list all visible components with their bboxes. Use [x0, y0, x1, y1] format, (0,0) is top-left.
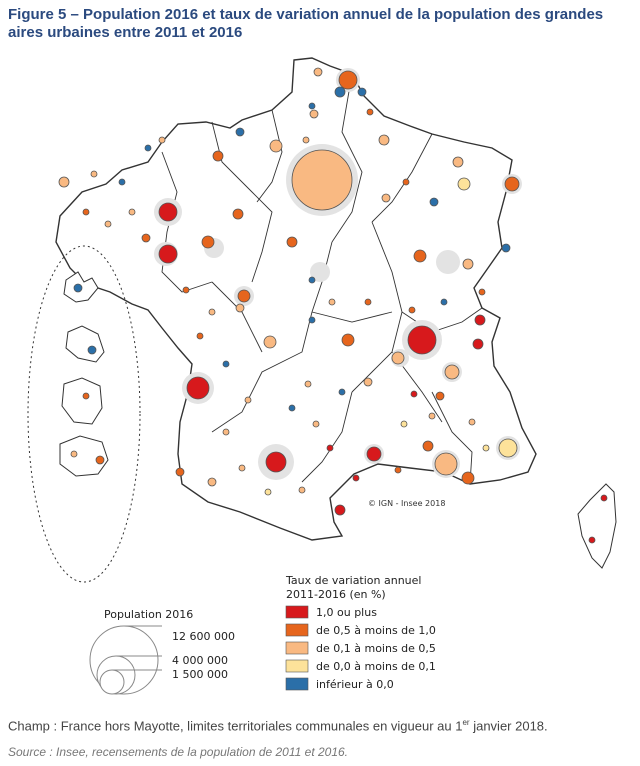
footer-source: Source : Insee, recensements de la popul…	[8, 745, 349, 759]
marker-saint-etienne	[391, 351, 405, 365]
rate-legend-label-3: de 0,1 à moins de 0,5	[316, 642, 436, 655]
rate-legend-swatch-2	[285, 623, 309, 637]
rate-legend-label-2: de 0,5 à moins de 1,0	[316, 624, 436, 637]
rate-legend-swatch-3	[285, 641, 309, 655]
population-legend-value-3: 1 500 000	[172, 668, 228, 681]
france-mainland-outline	[55, 57, 537, 541]
footer-champ: Champ : France hors Mayotte, limites ter…	[8, 718, 548, 733]
marker-lyon	[407, 325, 437, 355]
guyane-outline	[61, 377, 103, 425]
france-map: © IGN - Insee 2018 Population 2016 12 60…	[27, 57, 617, 695]
marker-marseille	[434, 452, 458, 476]
rate-legend-swatch-4	[285, 659, 309, 673]
marker-orleans	[286, 236, 298, 248]
marker-nice	[498, 438, 518, 458]
marker-paris	[291, 149, 353, 211]
marker-grenoble	[444, 364, 460, 380]
overseas-ellipse	[27, 245, 141, 583]
martinique-outline	[65, 325, 105, 363]
population-legend-value-2: 4 000 000	[172, 654, 228, 667]
marker-nantes	[158, 244, 178, 264]
marker-clermont	[341, 333, 355, 347]
rate-legend-title-line1: Taux de variation annuel	[285, 574, 421, 587]
corsica-outline	[577, 483, 617, 569]
marker-rennes	[158, 202, 178, 222]
marker-lille	[338, 70, 358, 90]
footer-champ-suffix: janvier 2018.	[469, 718, 548, 734]
marker-toulon	[461, 471, 475, 485]
marker-strasbourg	[504, 176, 520, 192]
rate-legend-swatch-5	[285, 677, 309, 691]
figure-title: Figure 5 – Population 2016 et taux de va…	[8, 6, 604, 41]
rate-legend-label-4: de 0,0 à moins de 0,1	[316, 660, 436, 673]
marker-toulouse	[265, 451, 287, 473]
rate-legend-title-line2: 2011-2016 (en %)	[286, 588, 386, 601]
rate-legend-swatch-1	[285, 605, 309, 619]
marker-tours	[237, 289, 251, 303]
marker-bordeaux	[186, 376, 210, 400]
marker-montpellier	[366, 446, 382, 462]
population-legend-title: Population 2016	[104, 608, 193, 621]
rate-legend-label-1: 1,0 ou plus	[316, 606, 377, 619]
population-legend-value-1: 12 600 000	[172, 630, 235, 643]
marker-dijon	[413, 249, 427, 263]
map-frame: © IGN - Insee 2018 Population 2016 12 60…	[12, 52, 628, 704]
urban-area-markers	[58, 67, 608, 544]
population-legend-circles	[89, 625, 162, 695]
reunion-outline	[59, 435, 109, 477]
rate-legend-label-5: inférieur à 0,0	[316, 678, 394, 691]
marker-rouen	[269, 139, 283, 153]
footer-champ-text: Champ : France hors Mayotte, limites ter…	[8, 718, 463, 734]
map-credit: © IGN - Insee 2018	[368, 499, 445, 508]
footer-champ-sup: er	[462, 718, 470, 727]
